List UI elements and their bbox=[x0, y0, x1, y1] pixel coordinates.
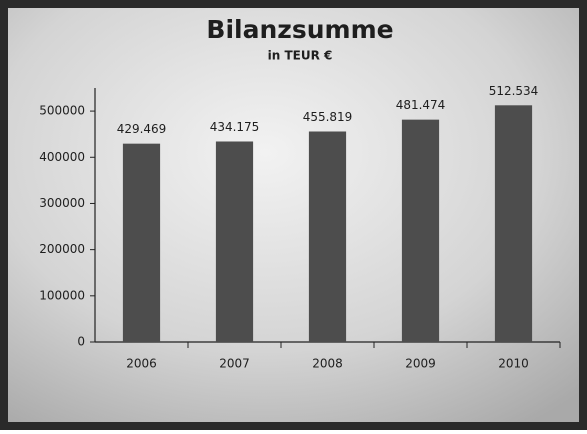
value-label: 434.175 bbox=[210, 120, 260, 134]
x-tick-label: 2007 bbox=[219, 357, 250, 371]
x-tick-label: 2009 bbox=[405, 357, 436, 371]
value-label: 455.819 bbox=[303, 110, 353, 124]
x-tick-label: 2010 bbox=[498, 357, 529, 371]
bar bbox=[308, 131, 347, 342]
bar bbox=[215, 141, 254, 342]
chart-subtitle: in TEUR € bbox=[268, 49, 333, 63]
y-tick-label: 100000 bbox=[39, 288, 85, 302]
y-tick-label: 200000 bbox=[39, 242, 85, 256]
x-tick-label: 2006 bbox=[126, 357, 157, 371]
bar bbox=[401, 119, 440, 343]
y-tick-label: 400000 bbox=[39, 150, 85, 164]
y-tick-label: 500000 bbox=[39, 104, 85, 118]
y-tick-label: 300000 bbox=[39, 196, 85, 210]
value-label: 512.534 bbox=[489, 84, 539, 98]
value-label: 481.474 bbox=[396, 98, 446, 112]
bar bbox=[122, 143, 161, 342]
background bbox=[8, 8, 579, 422]
chart-title: Bilanzsumme bbox=[206, 15, 393, 44]
value-label: 429.469 bbox=[117, 122, 167, 136]
x-tick-label: 2008 bbox=[312, 357, 343, 371]
bar bbox=[494, 105, 533, 342]
y-tick-label: 0 bbox=[77, 335, 85, 349]
